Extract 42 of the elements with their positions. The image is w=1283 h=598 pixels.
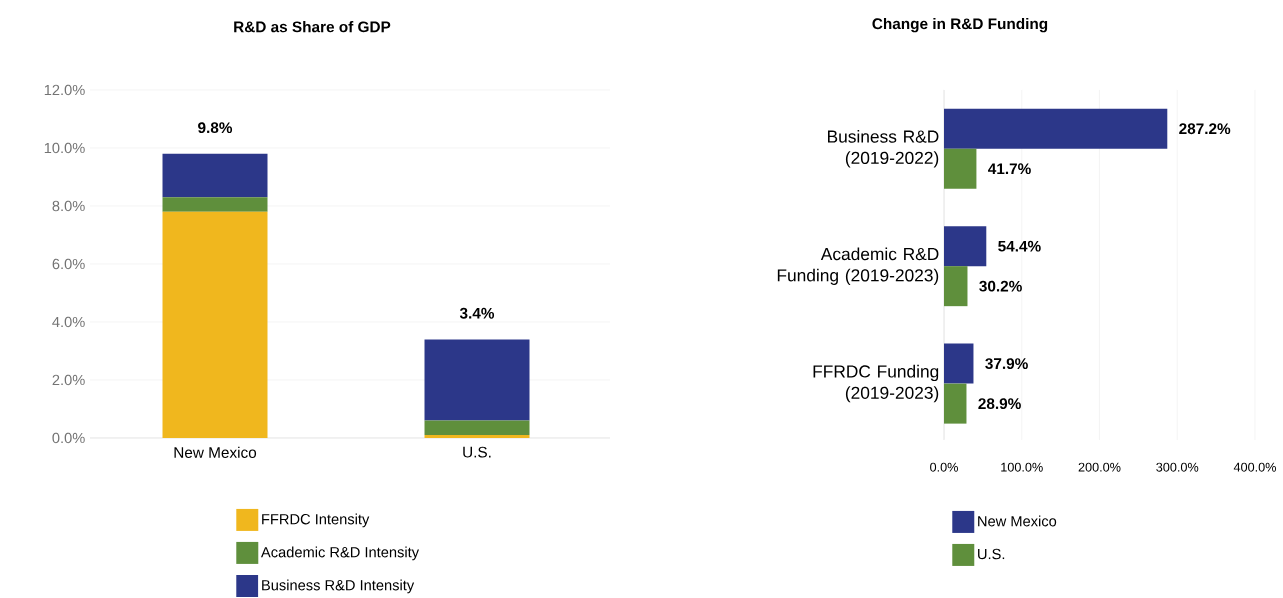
bar bbox=[162, 153, 268, 198]
chart-title: R&D as Share of GDP bbox=[234, 21, 391, 33]
legend-label: New Mexico bbox=[978, 515, 1057, 527]
data-label: 41.7% bbox=[988, 163, 1031, 175]
y-tick-label: Business R&D (2019-2022) bbox=[828, 129, 939, 168]
bar bbox=[424, 435, 530, 438]
legend-label: U.S. bbox=[978, 548, 1005, 560]
data-label: 28.9% bbox=[978, 398, 1021, 410]
y-tick-label: 8.0% bbox=[52, 200, 85, 212]
x-tick-label: 400.0% bbox=[1233, 462, 1277, 472]
legend-label: FFRDC Intensity bbox=[262, 513, 370, 528]
bar bbox=[944, 148, 977, 189]
y-tick-label: 2.0% bbox=[52, 374, 85, 386]
x-tick-label: 0.0% bbox=[930, 462, 958, 472]
bar bbox=[162, 211, 268, 438]
bar bbox=[944, 383, 967, 424]
y-tick-label: Academic R&D Funding (2019-2023) bbox=[777, 247, 939, 285]
data-label: 287.2% bbox=[1179, 123, 1231, 135]
data-label: 30.2% bbox=[979, 280, 1022, 292]
bar bbox=[162, 197, 268, 212]
bar bbox=[424, 420, 530, 436]
y-tick-label: 12.0% bbox=[44, 84, 85, 96]
total-label: 9.8% bbox=[198, 122, 233, 134]
bar bbox=[944, 343, 974, 384]
bar bbox=[424, 339, 530, 421]
legend-label: Academic R&D Intensity bbox=[260, 546, 420, 561]
x-tick-label: 100.0% bbox=[1001, 462, 1043, 472]
x-tick-label: 200.0% bbox=[1078, 462, 1121, 472]
bar bbox=[944, 226, 987, 267]
y-tick-label: 6.0% bbox=[52, 258, 85, 270]
x-tick-label: 300.0% bbox=[1156, 462, 1199, 472]
data-label: 37.9% bbox=[985, 358, 1028, 370]
bar bbox=[944, 108, 1168, 149]
chart-title: Change in R&D Funding bbox=[872, 17, 1048, 33]
y-tick-label: 4.0% bbox=[52, 316, 85, 328]
y-tick-label: FFRDC Funding (2019-2023) bbox=[813, 364, 939, 403]
data-label: 54.4% bbox=[998, 240, 1041, 252]
total-label: 3.4% bbox=[459, 307, 495, 319]
bar bbox=[944, 266, 968, 307]
y-tick-label: 10.0% bbox=[44, 142, 85, 154]
legend-label: Business R&D Intensity bbox=[262, 579, 415, 594]
y-tick-label: 0.0% bbox=[52, 432, 85, 444]
